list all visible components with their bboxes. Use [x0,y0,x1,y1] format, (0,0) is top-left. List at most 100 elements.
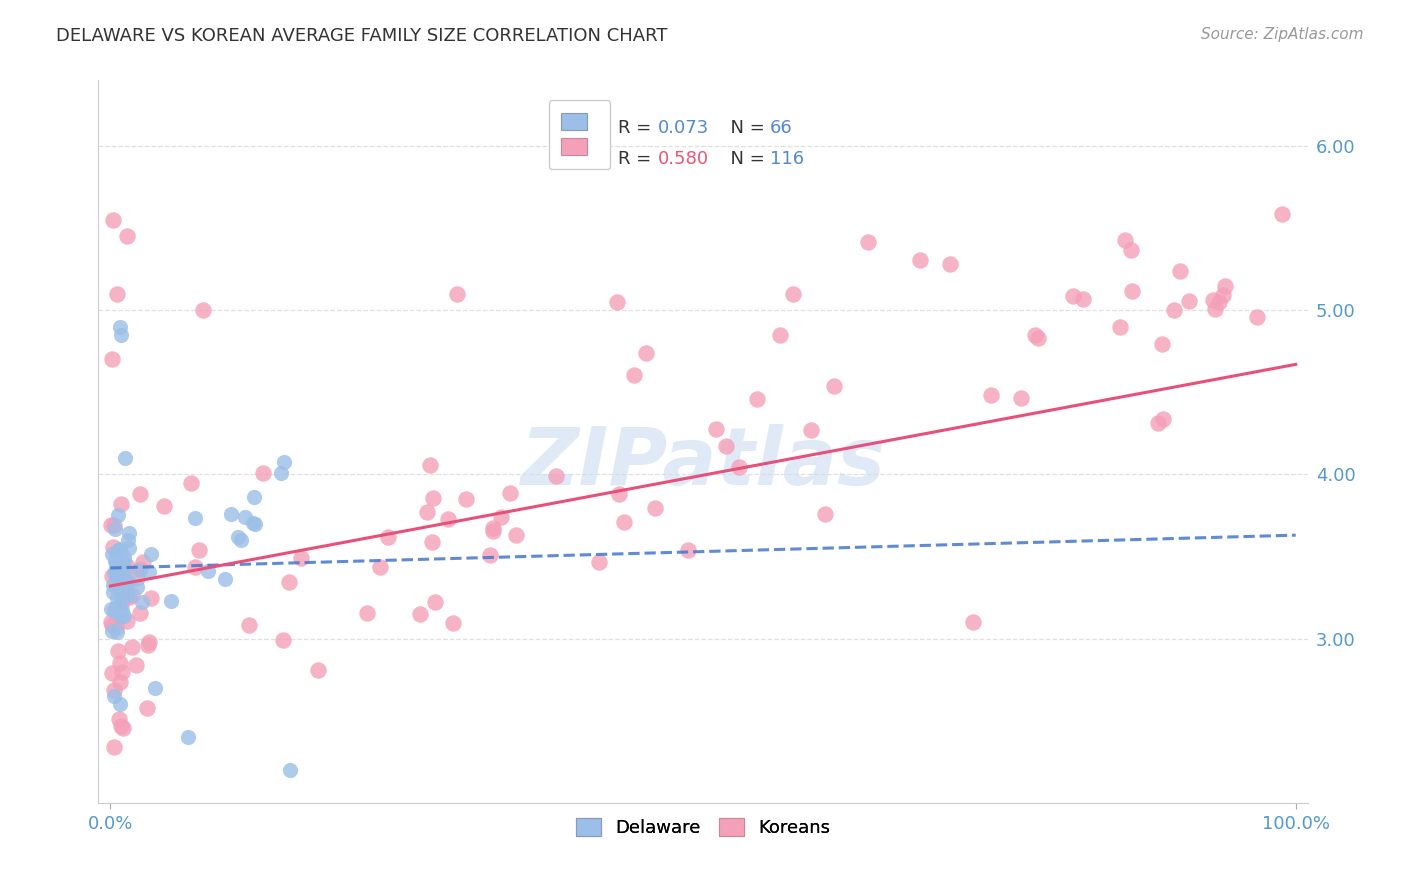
Point [104,554,127,568]
Point [441,616,464,631]
Point [939,256,962,270]
Point [544,469,567,483]
Point [1204,301,1226,316]
Point [613,515,636,529]
Point [107,543,129,558]
Point [1062,289,1084,303]
Point [1028,331,1050,345]
Legend: Delaware, Koreans: Delaware, Koreans [568,811,838,845]
Point [290,551,312,566]
Point [105,591,128,605]
Point [105,286,128,301]
Point [108,581,131,595]
Point [644,501,666,516]
Point [588,555,610,569]
Point [115,574,138,588]
Point [782,286,804,301]
Point [159,593,181,607]
Point [177,730,200,744]
Point [273,455,295,469]
Point [127,580,149,594]
Point [623,368,645,382]
Point [107,581,129,595]
Text: 0.580: 0.580 [658,151,710,169]
Point [100,569,122,583]
Point [377,530,399,544]
Point [482,524,505,539]
Point [419,458,441,473]
Point [823,378,845,392]
Point [238,617,260,632]
Point [505,527,527,541]
Point [1109,320,1132,334]
Text: R =: R = [619,119,658,136]
Point [1010,391,1032,405]
Point [139,591,162,605]
Point [105,620,128,634]
Point [676,543,699,558]
Point [1202,293,1225,308]
Point [110,610,132,624]
Point [128,563,150,577]
Point [184,511,207,525]
Point [111,603,134,617]
Point [1271,207,1294,221]
Point [103,518,125,533]
Point [454,491,477,506]
Point [103,689,125,703]
Point [800,423,823,437]
Point [128,606,150,620]
Point [132,555,155,569]
Point [101,541,124,555]
Text: ZIPatlas: ZIPatlas [520,425,886,502]
Point [243,491,266,505]
Point [1073,292,1095,306]
Point [108,698,131,712]
Point [409,607,432,621]
Point [110,591,132,606]
Point [100,352,122,367]
Point [138,635,160,649]
Text: 116: 116 [769,151,804,169]
Point [307,664,329,678]
Point [769,327,792,342]
Point [188,543,211,558]
Point [499,486,522,500]
Point [233,510,256,524]
Point [1119,243,1142,257]
Point [482,521,505,535]
Point [107,581,129,595]
Point [104,556,127,570]
Point [1163,303,1185,318]
Point [103,212,125,227]
Point [115,614,138,628]
Point [277,574,299,589]
Point [105,561,128,575]
Point [112,562,135,576]
Point [141,548,163,562]
Point [100,547,122,561]
Point [105,567,128,582]
Point [115,558,138,573]
Point [104,522,127,536]
Point [153,499,176,513]
Point [1177,294,1199,309]
Point [1121,285,1143,299]
Point [278,763,301,777]
Point [108,601,131,615]
Point [131,595,153,609]
Point [962,615,984,630]
Point [728,460,751,475]
Point [1024,327,1046,342]
Point [115,229,138,244]
Point [101,578,124,592]
Point [100,602,122,616]
Point [118,588,141,602]
Point [980,387,1002,401]
Point [103,682,125,697]
Point [114,450,136,465]
Point [107,599,129,613]
Point [118,590,141,604]
Point [858,235,880,249]
Point [121,640,143,654]
